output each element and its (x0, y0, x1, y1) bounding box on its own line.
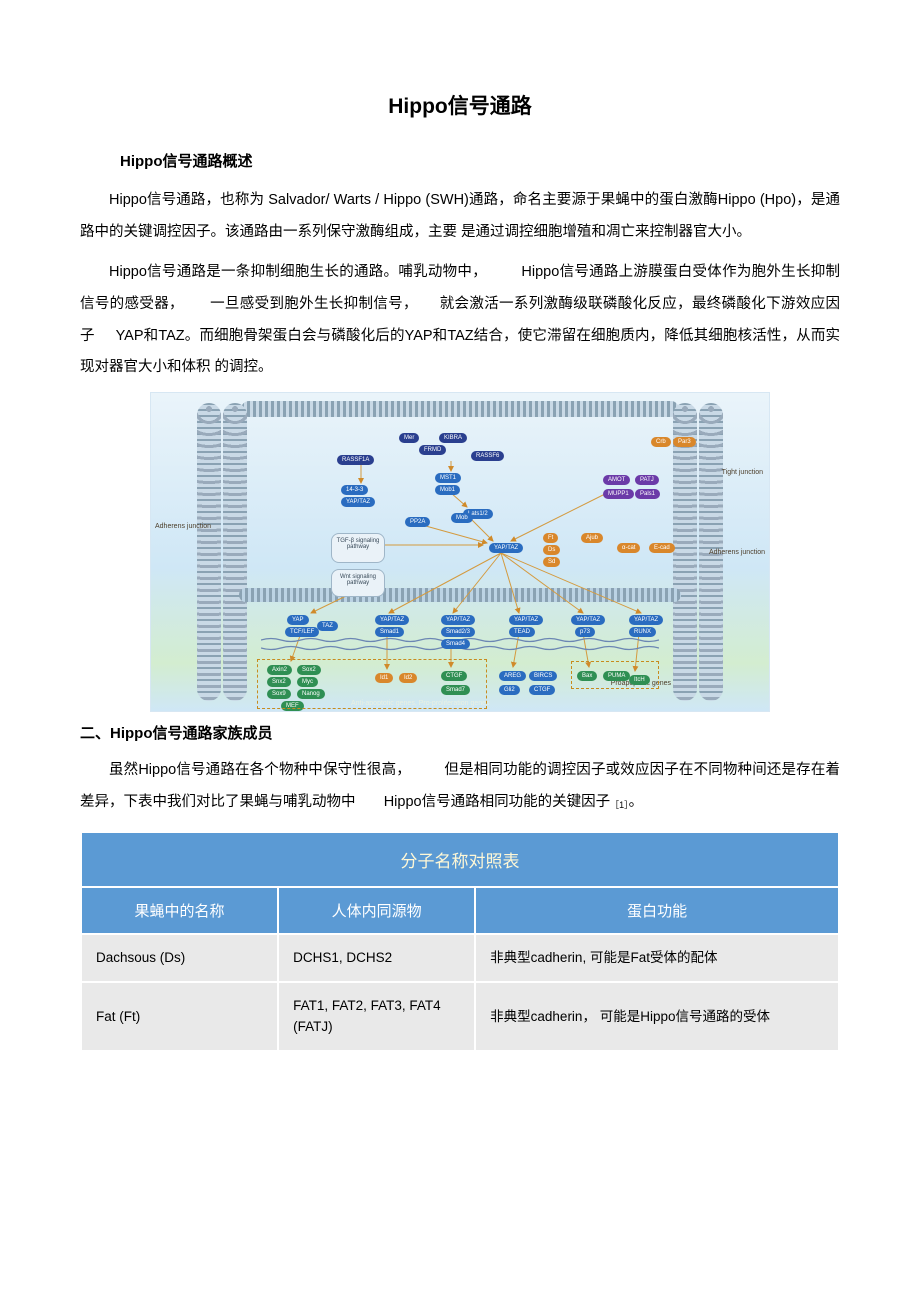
diagram-node: FRMD (419, 445, 446, 455)
p3-d: 。 (629, 794, 644, 810)
paragraph-3: 虽然Hippo信号通路在各个物种中保守性很高， 但是相同功能的调控因子或效应因子… (80, 755, 840, 819)
diagram-node: AMOT (603, 475, 630, 485)
diagram-round-box: TGF-β signaling pathway (331, 533, 385, 563)
diagram-node: Crb (651, 437, 671, 447)
diagram-node: Sd (543, 557, 560, 567)
p2-c: 一旦感受到胞外生长抑制信号， (210, 296, 418, 312)
diagram-node: RASSF6 (471, 451, 504, 461)
diagram-node: 14-3-3 (341, 485, 368, 495)
table-col-1: 果蝇中的名称 (81, 887, 278, 934)
p2-a: Hippo信号通路是一条抑制细胞生长的通路。哺乳动物中， (109, 264, 487, 280)
p2-e: YAP和TAZ。而细胞骨架蛋白会与磷酸化后的YAP和TAZ结合，使它滞留在细胞质… (80, 328, 840, 376)
page-title: Hippo信号通路 (80, 90, 840, 120)
diagram-node: YAP/TAZ (489, 543, 523, 553)
diagram-node: Pals1 (635, 489, 660, 499)
table-cell: 非典型cadherin, 可能是Fat受体的配体 (475, 934, 839, 982)
molecule-table: 分子名称对照表 果蝇中的名称 人体内同源物 蛋白功能 Dachsous (Ds)… (80, 831, 840, 1052)
table-row: Dachsous (Ds)DCHS1, DCHS2非典型cadherin, 可能… (81, 934, 839, 982)
p3-a: 虽然Hippo信号通路在各个物种中保守性很高， (109, 762, 411, 778)
diagram-node: CTGF (529, 685, 555, 695)
diagram-node: PATJ (635, 475, 659, 485)
label-adherens-right: Adherens junction (709, 549, 765, 556)
table-cell: Fat (Ft) (81, 982, 278, 1051)
pathway-diagram: Tight junction Adherens junction Adheren… (150, 392, 770, 712)
p3-c: Hippo信号通路相同功能的关键因子 (384, 794, 610, 810)
diagram-node: YAP/TAZ (509, 615, 543, 625)
table-row: Fat (Ft)FAT1, FAT2, FAT3, FAT4 (FATJ)非典型… (81, 982, 839, 1051)
diagram-node: TEAD (509, 627, 535, 637)
diagram-node: Smad4 (441, 639, 470, 649)
diagram-node: Smad2/3 (441, 627, 475, 637)
diagram-node: Ft (543, 533, 558, 543)
table-col-2: 人体内同源物 (278, 887, 475, 934)
diagram-node: Gli2 (499, 685, 520, 695)
paragraph-2: Hippo信号通路是一条抑制细胞生长的通路。哺乳动物中， Hippo信号通路上游… (80, 257, 840, 385)
diagram-node: Par3 (673, 437, 696, 447)
diagram-node: KIBRA (439, 433, 467, 443)
diagram-node: YAP/TAZ (571, 615, 605, 625)
diagram-node: MST1 (435, 473, 461, 483)
label-adherens-left: Adherens junction (155, 523, 211, 530)
diagram-node: Mob (451, 513, 473, 523)
gene-group-box (257, 659, 487, 709)
diagram-node: Mer (399, 433, 419, 443)
diagram-node: YAP/TAZ (629, 615, 663, 625)
diagram-round-box: Wnt signaling pathway (331, 569, 385, 597)
diagram-node: PP2A (405, 517, 430, 527)
section2-heading: 二、Hippo信号通路家族成员 (80, 722, 840, 743)
diagram-node: YAP (287, 615, 309, 625)
table-cell: FAT1, FAT2, FAT3, FAT4 (FATJ) (278, 982, 475, 1051)
diagram-node: Ajub (581, 533, 603, 543)
gene-group-box (571, 661, 659, 689)
diagram-node: α-cat (617, 543, 640, 553)
paragraph-1: Hippo信号通路，也称为 Salvador/ Warts / Hippo (S… (80, 185, 840, 249)
diagram-node: E-cad (649, 543, 675, 553)
diagram-node: TCF/LEF (285, 627, 319, 637)
diagram-node: Ds (543, 545, 560, 555)
diagram-node: Smad1 (375, 627, 404, 637)
diagram-node: Mob1 (435, 485, 460, 495)
diagram-node: RASSF1A (337, 455, 374, 465)
section1-heading: Hippo信号通路概述 (120, 150, 840, 171)
diagram-node: YAP/TAZ (341, 497, 375, 507)
diagram-node: MUPP1 (603, 489, 634, 499)
label-tight-junction: Tight junction (722, 469, 763, 476)
diagram-node: TAZ (317, 621, 338, 631)
diagram-node: YAP/TAZ (375, 615, 409, 625)
diagram-node: BIRCS (529, 671, 557, 681)
reference-marker: ［1］ (610, 800, 629, 810)
diagram-node: AREG (499, 671, 526, 681)
table-cell: DCHS1, DCHS2 (278, 934, 475, 982)
diagram-node: p73 (575, 627, 595, 637)
table-col-3: 蛋白功能 (475, 887, 839, 934)
diagram-node: RUNX (629, 627, 656, 637)
table-title: 分子名称对照表 (81, 832, 839, 887)
diagram-node: YAP/TAZ (441, 615, 475, 625)
table-cell: Dachsous (Ds) (81, 934, 278, 982)
table-cell: 非典型cadherin， 可能是Hippo信号通路的受体 (475, 982, 839, 1051)
